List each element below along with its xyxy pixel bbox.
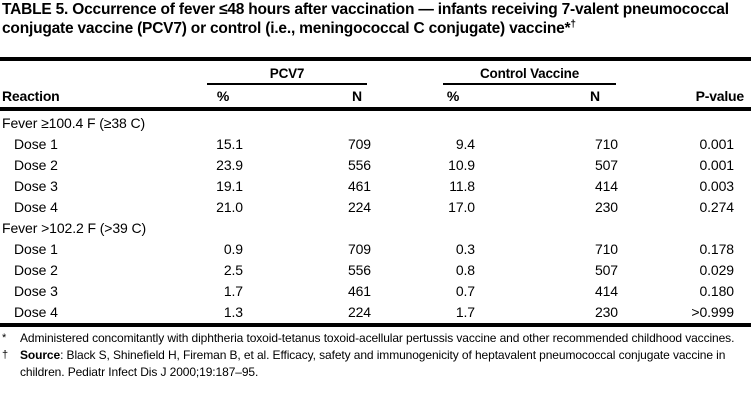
cell-control-n: 230 xyxy=(594,199,618,215)
footnote-text: Administered concomitantly with diphther… xyxy=(20,331,735,345)
footnotes: * Administered concomitantly with diphthe… xyxy=(2,330,747,381)
cell-pcv7-n: 461 xyxy=(347,178,371,194)
column-header-control-percent: % xyxy=(446,88,460,104)
row-label: Dose 3 xyxy=(14,178,58,194)
cell-pvalue: 0.180 xyxy=(699,283,734,299)
footnote-asterisk: * Administered concomitantly with diphthe… xyxy=(2,330,747,347)
row-label: Dose 4 xyxy=(14,304,58,320)
cell-control-percent: 0.7 xyxy=(455,283,475,299)
cell-pvalue: 0.274 xyxy=(699,199,734,215)
table-title: TABLE 5. Occurrence of fever ≤48 hours a… xyxy=(2,1,749,38)
column-header-reaction: Reaction xyxy=(2,88,60,104)
table-title-footnote-marker: † xyxy=(570,18,576,30)
cell-control-n: 507 xyxy=(594,262,618,278)
header-rule xyxy=(0,107,751,111)
table-row: Dose 4 1.3 224 1.7 230 >0.999 xyxy=(0,302,751,323)
cell-control-n: 230 xyxy=(594,304,618,320)
cell-pvalue: 0.001 xyxy=(699,136,734,152)
table-row: Dose 1 0.9 709 0.3 710 0.178 xyxy=(0,239,751,260)
cell-pcv7-percent: 1.3 xyxy=(223,304,243,320)
footnote-bold-prefix: Source xyxy=(20,348,61,362)
table-row: Dose 4 21.0 224 17.0 230 0.274 xyxy=(0,197,751,218)
column-header-control-n: N xyxy=(590,88,600,104)
row-label: Dose 3 xyxy=(14,283,58,299)
cell-pcv7-n: 224 xyxy=(347,304,371,320)
cell-pvalue: >0.999 xyxy=(691,304,734,320)
cell-control-n: 507 xyxy=(594,157,618,173)
row-label: Dose 2 xyxy=(14,157,58,173)
cell-pcv7-n: 461 xyxy=(347,283,371,299)
section-header-row: Fever ≥100.4 F (≥38 C) xyxy=(0,113,751,134)
cell-control-percent: 11.8 xyxy=(449,178,475,194)
footnote-text: : Black S, Shinefield H, Fireman B, et a… xyxy=(20,348,726,379)
row-label: Dose 1 xyxy=(14,136,58,152)
top-rule xyxy=(0,57,751,61)
footnote-marker: † xyxy=(2,349,9,361)
row-label: Dose 1 xyxy=(14,241,58,257)
column-header-pcv7-n: N xyxy=(352,88,362,104)
cell-pcv7-n: 556 xyxy=(347,262,371,278)
footnote-dagger: † Source: Black S, Shinefield H, Fireman … xyxy=(2,347,747,381)
table-body: Fever ≥100.4 F (≥38 C) Dose 1 15.1 709 9… xyxy=(0,113,751,323)
table-row: Dose 1 15.1 709 9.4 710 0.001 xyxy=(0,134,751,155)
cell-pvalue: 0.029 xyxy=(699,262,734,278)
section-header: Fever >102.2 F (>39 C) xyxy=(2,220,147,236)
cell-pcv7-percent: 19.1 xyxy=(216,178,243,194)
cell-control-n: 710 xyxy=(594,136,618,152)
cell-control-percent: 9.4 xyxy=(455,136,475,152)
cell-pcv7-n: 224 xyxy=(347,199,371,215)
cell-pcv7-percent: 2.5 xyxy=(223,262,243,278)
cell-pcv7-n: 709 xyxy=(347,136,371,152)
section-header: Fever ≥100.4 F (≥38 C) xyxy=(2,115,146,131)
cell-pcv7-percent: 21.0 xyxy=(216,199,243,215)
group-underline-pcv7 xyxy=(207,83,367,85)
row-label: Dose 4 xyxy=(14,199,58,215)
cell-pvalue: 0.003 xyxy=(699,178,734,194)
footnote-marker: * xyxy=(2,332,7,344)
section-header-row: Fever >102.2 F (>39 C) xyxy=(0,218,751,239)
cell-pcv7-n: 709 xyxy=(347,241,371,257)
cell-pvalue: 0.178 xyxy=(699,241,734,257)
cell-pcv7-percent: 1.7 xyxy=(223,283,243,299)
cell-pcv7-percent: 23.9 xyxy=(216,157,243,173)
cell-control-n: 414 xyxy=(594,178,618,194)
cell-pvalue: 0.001 xyxy=(699,157,734,173)
group-header-pcv7: PCV7 xyxy=(269,66,305,81)
table-title-text: TABLE 5. Occurrence of fever ≤48 hours a… xyxy=(2,1,729,37)
cell-pcv7-percent: 15.1 xyxy=(216,136,243,152)
table-row: Dose 3 1.7 461 0.7 414 0.180 xyxy=(0,281,751,302)
row-label: Dose 2 xyxy=(14,262,58,278)
table-row: Dose 2 2.5 556 0.8 507 0.029 xyxy=(0,260,751,281)
cell-control-percent: 0.8 xyxy=(455,262,475,278)
table-row: Dose 2 23.9 556 10.9 507 0.001 xyxy=(0,155,751,176)
cell-pcv7-percent: 0.9 xyxy=(223,241,243,257)
cell-control-percent: 0.3 xyxy=(455,241,475,257)
group-header-control-vaccine: Control Vaccine xyxy=(479,66,580,81)
bottom-rule xyxy=(0,323,751,327)
cell-control-percent: 10.9 xyxy=(448,157,475,173)
cell-control-n: 414 xyxy=(594,283,618,299)
cell-pcv7-n: 556 xyxy=(347,157,371,173)
column-header-pvalue: P-value xyxy=(695,88,745,104)
cell-control-percent: 1.7 xyxy=(455,304,475,320)
group-underline-control-vaccine xyxy=(443,83,616,85)
column-header-pcv7-percent: % xyxy=(216,88,230,104)
cell-control-n: 710 xyxy=(594,241,618,257)
cell-control-percent: 17.0 xyxy=(448,199,475,215)
table-row: Dose 3 19.1 461 11.8 414 0.003 xyxy=(0,176,751,197)
